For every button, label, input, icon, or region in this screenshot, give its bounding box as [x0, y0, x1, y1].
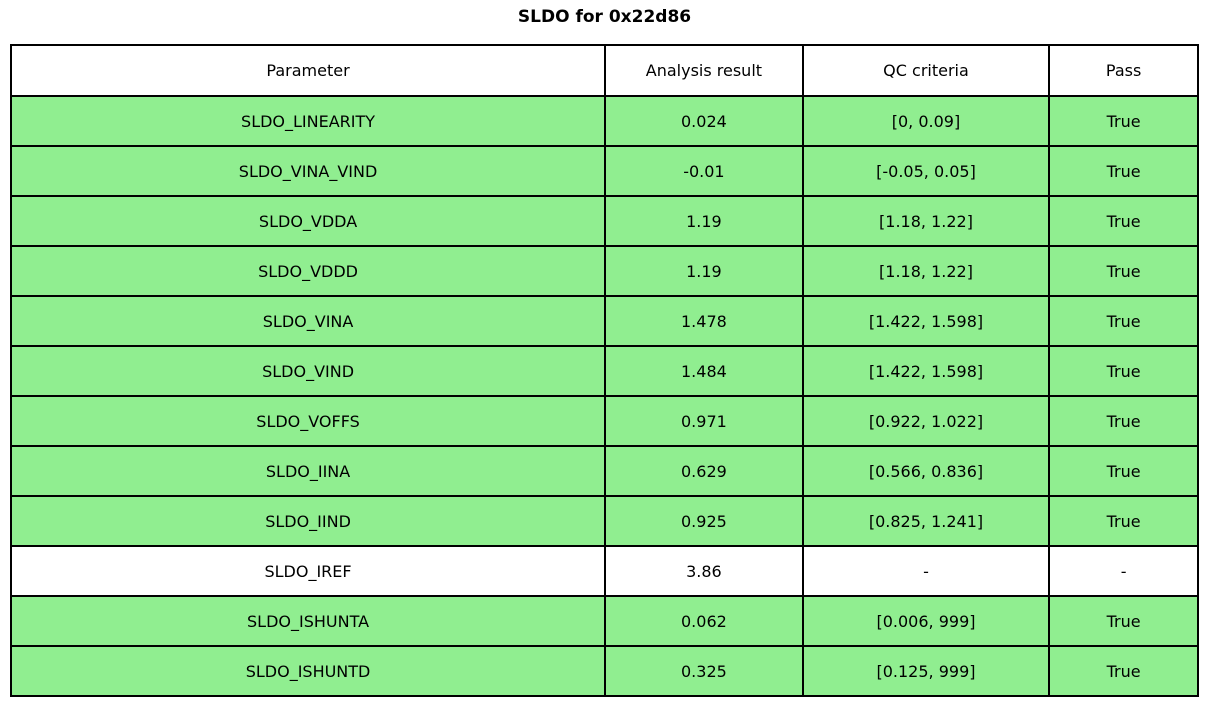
- qc-criteria-cell: [0.006, 999]: [801, 595, 1051, 647]
- table-row: SLDO_VDDD 1.19 [1.18, 1.22] True: [9, 245, 1199, 297]
- table-row: SLDO_IINA 0.629 [0.566, 0.836] True: [9, 445, 1199, 497]
- parameter-cell: SLDO_VIND: [9, 345, 607, 397]
- analysis-result-cell: 1.19: [604, 245, 804, 297]
- qc-criteria-cell: [0.566, 0.836]: [801, 445, 1051, 497]
- pass-cell: -: [1048, 545, 1199, 597]
- parameter-cell: SLDO_VOFFS: [9, 395, 607, 447]
- parameter-cell: SLDO_ISHUNTD: [9, 645, 607, 697]
- qc-criteria-cell: [1.422, 1.598]: [801, 345, 1051, 397]
- pass-cell: True: [1048, 645, 1199, 697]
- figure-title: SLDO for 0x22d86: [517, 7, 692, 27]
- qc-criteria-cell: [0.922, 1.022]: [801, 395, 1051, 447]
- parameter-cell: SLDO_ISHUNTA: [9, 595, 607, 647]
- analysis-result-cell: 0.629: [604, 445, 804, 497]
- parameter-cell: SLDO_VINA_VIND: [9, 145, 607, 197]
- parameter-cell: SLDO_LINEARITY: [9, 95, 607, 147]
- qc-criteria-cell: -: [801, 545, 1051, 597]
- column-header-parameter: Parameter: [9, 44, 607, 97]
- analysis-result-cell: 0.062: [604, 595, 804, 647]
- pass-cell: True: [1048, 445, 1199, 497]
- header-row: Parameter Analysis result QC criteria Pa…: [9, 44, 1199, 97]
- table-row: SLDO_LINEARITY 0.024 [0, 0.09] True: [9, 95, 1199, 147]
- table-row: SLDO_ISHUNTD 0.325 [0.125, 999] True: [9, 645, 1199, 697]
- table-row: SLDO_VOFFS 0.971 [0.922, 1.022] True: [9, 395, 1199, 447]
- table-row: SLDO_VINA 1.478 [1.422, 1.598] True: [9, 295, 1199, 347]
- table-row: SLDO_VINA_VIND -0.01 [-0.05, 0.05] True: [9, 145, 1199, 197]
- column-header-pass: Pass: [1048, 44, 1199, 97]
- column-header-analysis-result: Analysis result: [604, 44, 804, 97]
- analysis-result-cell: 1.484: [604, 345, 804, 397]
- pass-cell: True: [1048, 295, 1199, 347]
- analysis-result-cell: 0.024: [604, 95, 804, 147]
- parameter-cell: SLDO_IIND: [9, 495, 607, 547]
- parameter-cell: SLDO_VDDD: [9, 245, 607, 297]
- pass-cell: True: [1048, 595, 1199, 647]
- table-row: SLDO_VIND 1.484 [1.422, 1.598] True: [9, 345, 1199, 397]
- pass-cell: True: [1048, 145, 1199, 197]
- analysis-result-cell: 0.971: [604, 395, 804, 447]
- parameter-cell: SLDO_VDDA: [9, 195, 607, 247]
- pass-cell: True: [1048, 195, 1199, 247]
- analysis-result-cell: 1.19: [604, 195, 804, 247]
- analysis-result-cell: 0.325: [604, 645, 804, 697]
- analysis-result-cell: 0.925: [604, 495, 804, 547]
- pass-cell: True: [1048, 95, 1199, 147]
- qc-criteria-cell: [-0.05, 0.05]: [801, 145, 1051, 197]
- parameter-cell: SLDO_IREF: [9, 545, 607, 597]
- qc-criteria-cell: [0, 0.09]: [801, 95, 1051, 147]
- pass-cell: True: [1048, 395, 1199, 447]
- table-row: SLDO_VDDA 1.19 [1.18, 1.22] True: [9, 195, 1199, 247]
- table-row: SLDO_ISHUNTA 0.062 [0.006, 999] True: [9, 595, 1199, 647]
- parameter-cell: SLDO_IINA: [9, 445, 607, 497]
- qc-criteria-cell: [0.825, 1.241]: [801, 495, 1051, 547]
- qc-criteria-cell: [0.125, 999]: [801, 645, 1051, 697]
- column-header-qc-criteria: QC criteria: [801, 44, 1051, 97]
- analysis-result-cell: 3.86: [604, 545, 804, 597]
- pass-cell: True: [1048, 245, 1199, 297]
- qc-results-table: Parameter Analysis result QC criteria Pa…: [9, 44, 1199, 697]
- pass-cell: True: [1048, 345, 1199, 397]
- table-row: SLDO_IREF 3.86 - -: [9, 545, 1199, 597]
- analysis-result-cell: -0.01: [604, 145, 804, 197]
- qc-criteria-cell: [1.18, 1.22]: [801, 195, 1051, 247]
- table-row: SLDO_IIND 0.925 [0.825, 1.241] True: [9, 495, 1199, 547]
- analysis-result-cell: 1.478: [604, 295, 804, 347]
- parameter-cell: SLDO_VINA: [9, 295, 607, 347]
- pass-cell: True: [1048, 495, 1199, 547]
- qc-criteria-cell: [1.422, 1.598]: [801, 295, 1051, 347]
- qc-criteria-cell: [1.18, 1.22]: [801, 245, 1051, 297]
